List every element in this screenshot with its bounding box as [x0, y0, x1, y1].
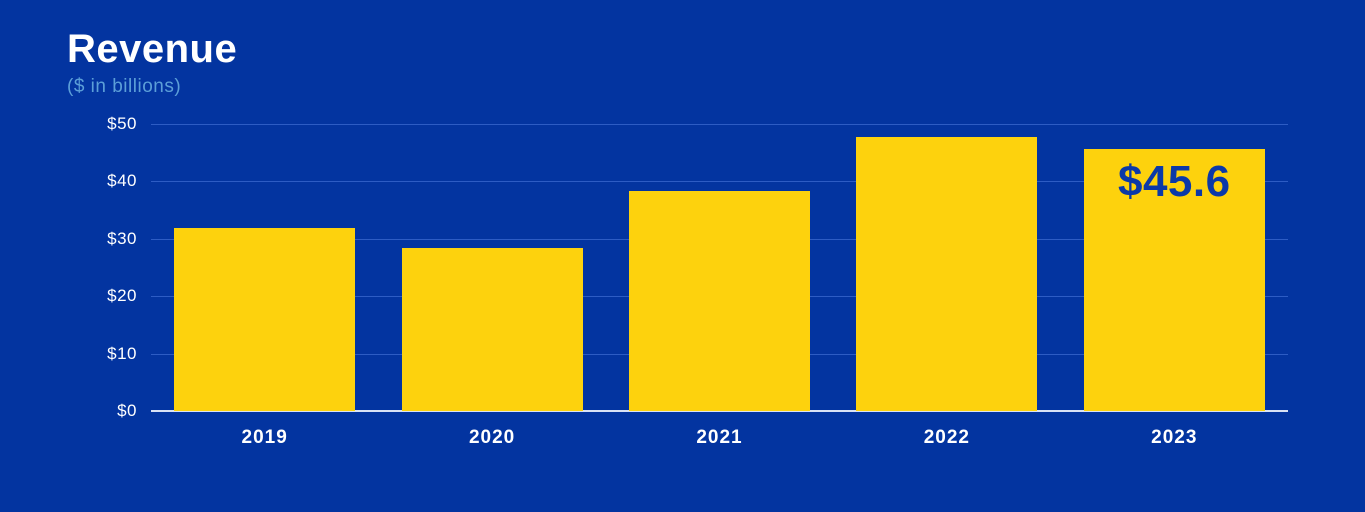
- x-axis-label-2020: 2020: [468, 427, 516, 448]
- x-axis-label-2023: 2023: [1151, 427, 1198, 448]
- gridline-50: [151, 124, 1288, 125]
- y-tick-label: $40: [107, 171, 137, 191]
- y-tick-label: $50: [107, 114, 137, 133]
- bar-2021: [628, 191, 810, 411]
- gridline-40: [151, 181, 1288, 183]
- bar-value-label-2023: $45.6: [1117, 157, 1231, 207]
- y-tick-label: $0: [117, 401, 137, 420]
- y-tick-label: $20: [107, 286, 137, 306]
- y-tick-label: $30: [107, 228, 137, 248]
- x-axis-label-2022: 2022: [923, 427, 971, 448]
- bar-2023: $45.6: [1083, 149, 1265, 411]
- bar-2019: [174, 227, 356, 411]
- plot-area: $50 $40 $30 $20 $10 $0 2019 2020 2021 2022 $45.6 20…: [107, 114, 1288, 448]
- chart-subtitle: ($ in billions): [67, 76, 182, 97]
- y-tick-label: $10: [107, 343, 137, 363]
- chart-title: Revenue: [67, 27, 238, 71]
- x-axis-label-2021: 2021: [696, 427, 743, 448]
- x-axis-label-2019: 2019: [241, 427, 288, 448]
- bar-2020: [401, 247, 583, 411]
- x-axis-line: [151, 410, 1288, 412]
- bar-2022: [856, 137, 1038, 411]
